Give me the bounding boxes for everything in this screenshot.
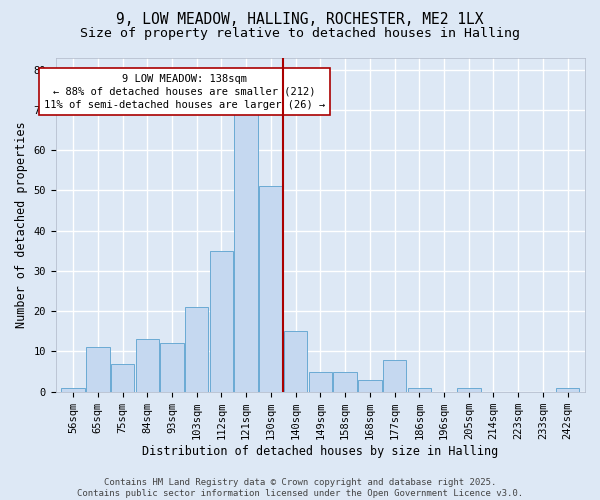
- Bar: [86, 348, 110, 392]
- Bar: [383, 360, 406, 392]
- Bar: [308, 372, 332, 392]
- Bar: [160, 344, 184, 392]
- Bar: [457, 388, 481, 392]
- Text: 9, LOW MEADOW, HALLING, ROCHESTER, ME2 1LX: 9, LOW MEADOW, HALLING, ROCHESTER, ME2 1…: [116, 12, 484, 28]
- Text: Contains HM Land Registry data © Crown copyright and database right 2025.
Contai: Contains HM Land Registry data © Crown c…: [77, 478, 523, 498]
- Bar: [136, 340, 159, 392]
- Bar: [210, 251, 233, 392]
- Bar: [111, 364, 134, 392]
- Bar: [556, 388, 580, 392]
- Bar: [284, 332, 307, 392]
- Bar: [259, 186, 283, 392]
- Bar: [358, 380, 382, 392]
- Text: 9 LOW MEADOW: 138sqm
← 88% of detached houses are smaller (212)
11% of semi-deta: 9 LOW MEADOW: 138sqm ← 88% of detached h…: [44, 74, 325, 110]
- Bar: [61, 388, 85, 392]
- Bar: [185, 307, 208, 392]
- X-axis label: Distribution of detached houses by size in Halling: Distribution of detached houses by size …: [142, 444, 499, 458]
- Bar: [334, 372, 357, 392]
- Text: Size of property relative to detached houses in Halling: Size of property relative to detached ho…: [80, 28, 520, 40]
- Bar: [407, 388, 431, 392]
- Bar: [235, 102, 258, 392]
- Y-axis label: Number of detached properties: Number of detached properties: [15, 122, 28, 328]
